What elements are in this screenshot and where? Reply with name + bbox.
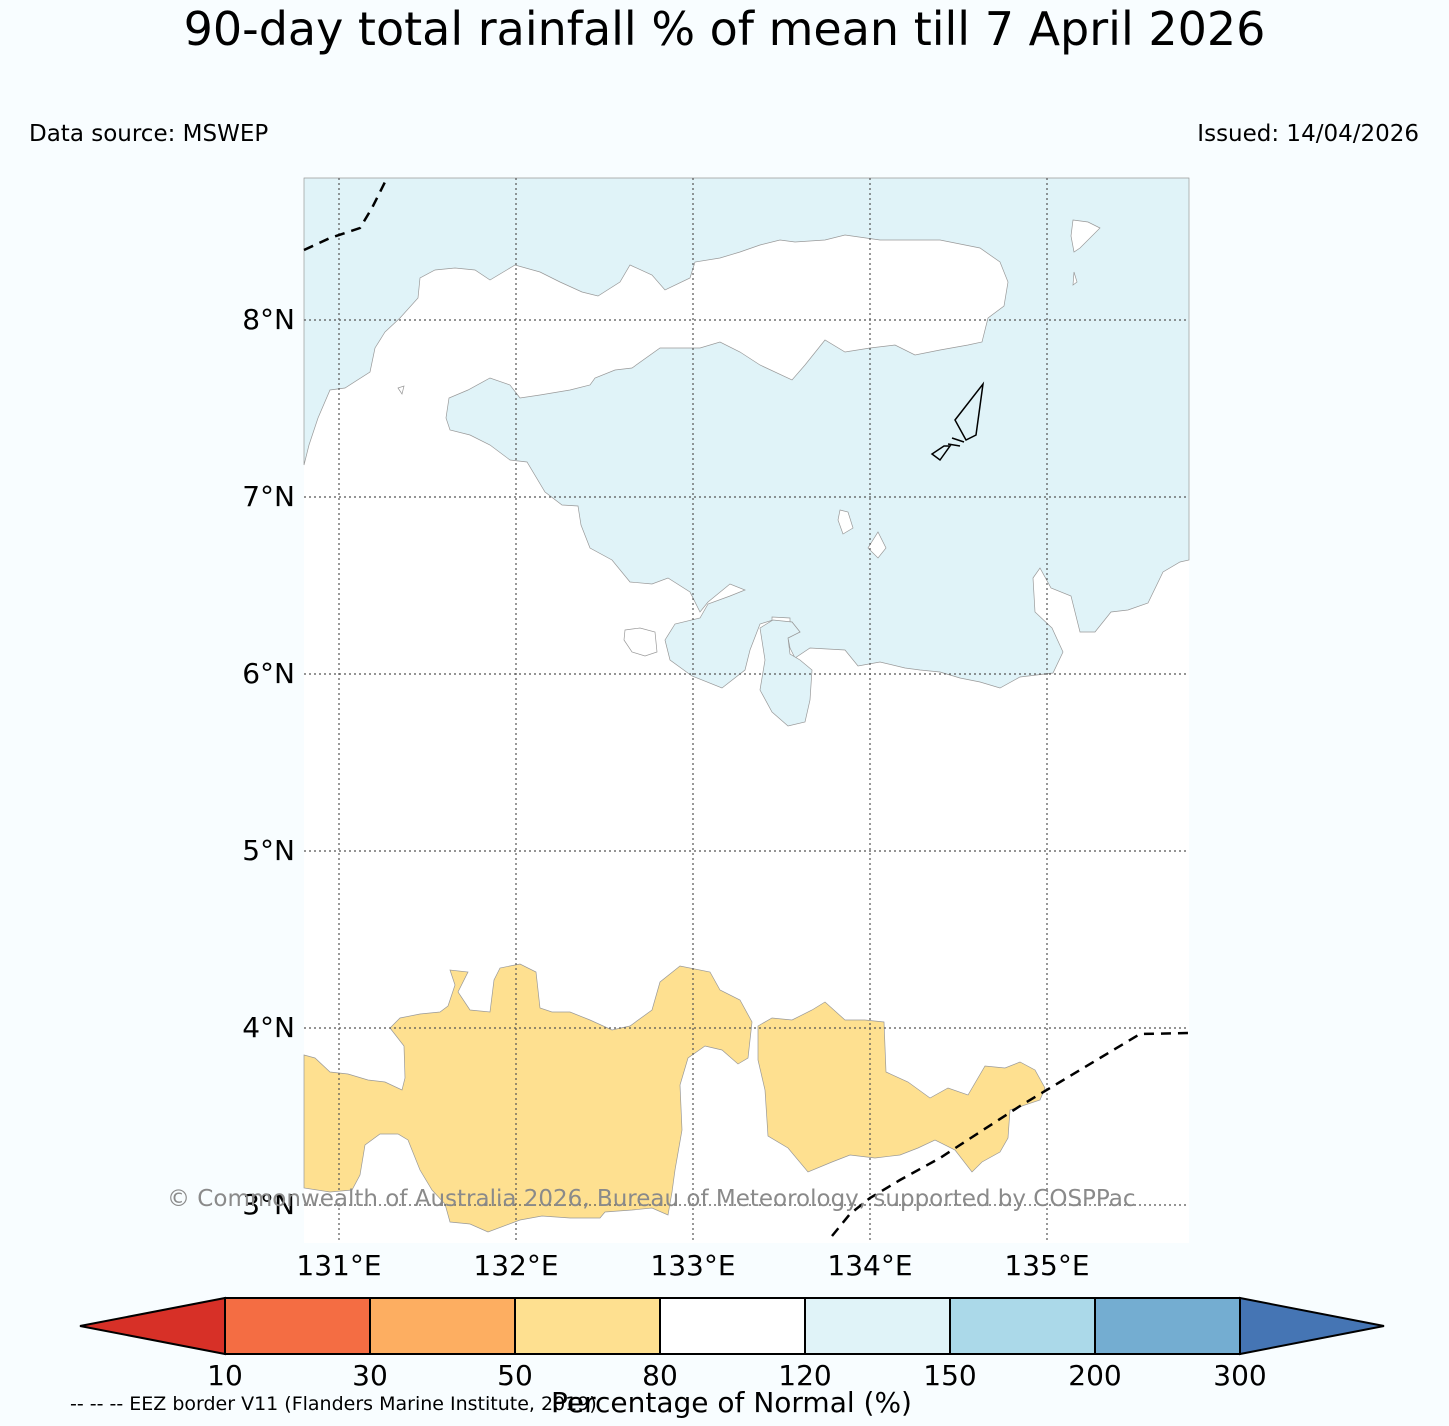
colorbar-ticks: 10 30 50 80 120 150 200 300 — [207, 1359, 1267, 1392]
colorbar-tick-80: 80 — [642, 1359, 678, 1392]
eez-border-note: -- -- -- EEZ border V11 (Flanders Marine… — [70, 1393, 597, 1415]
north-white-pocket-5 — [1070, 219, 1101, 253]
colorbar-segment-200-300 — [1094, 1297, 1241, 1355]
colorbar-segment-10-30 — [224, 1297, 371, 1355]
colorbar-tick-120: 120 — [778, 1359, 831, 1392]
copyright-notice: © Commonwealth of Australia 2026, Bureau… — [167, 1186, 1136, 1212]
colorbar — [79, 1296, 1385, 1356]
south-region-east — [757, 1001, 1046, 1173]
island-outline — [930, 381, 985, 462]
colorbar-title: Percentage of Normal (%) — [551, 1386, 912, 1419]
lat-label-3n: 3°N — [242, 1188, 295, 1221]
colorbar-segment-150-200 — [949, 1297, 1096, 1355]
colorbar-segment-80-120 — [659, 1297, 806, 1355]
lat-label-6n: 6°N — [242, 657, 295, 690]
north-white-pocket-1 — [623, 627, 658, 657]
issued-date-label: Issued: 14/04/2026 — [1197, 121, 1419, 147]
colorbar-segment-50-80 — [514, 1297, 661, 1355]
colorbar-tick-300: 300 — [1213, 1359, 1266, 1392]
colorbar-tick-150: 150 — [923, 1359, 976, 1392]
data-source-label: Data source: MSWEP — [29, 121, 269, 147]
south-region — [303, 963, 753, 1233]
lat-label-5n: 5°N — [242, 834, 295, 867]
north-white-pocket-6 — [1072, 271, 1078, 286]
colorbar-tick-50: 50 — [497, 1359, 533, 1392]
colorbar-segment-below-10 — [79, 1296, 226, 1356]
lon-label-133e: 133°E — [650, 1249, 735, 1282]
north-white-pocket-3 — [867, 531, 887, 559]
colorbar-tick-200: 200 — [1068, 1359, 1121, 1392]
lat-label-4n: 4°N — [242, 1011, 295, 1044]
lat-label-8n: 8°N — [242, 303, 295, 336]
map-title: 90-day total rainfall % of mean till 7 A… — [183, 2, 1266, 56]
colorbar-segment-above-300 — [1239, 1296, 1385, 1356]
colorbar-tick-30: 30 — [352, 1359, 388, 1392]
lat-label-7n: 7°N — [242, 480, 295, 513]
lon-label-134e: 134°E — [827, 1249, 912, 1282]
eez-border-north — [303, 181, 387, 252]
colorbar-segment-120-150 — [804, 1297, 951, 1355]
north-white-pocket-7 — [397, 385, 405, 395]
colorbar-segment-30-50 — [369, 1297, 516, 1355]
north-white-pocket-2 — [837, 509, 854, 535]
north-region-lobe — [759, 619, 813, 727]
lon-label-132e: 132°E — [473, 1249, 558, 1282]
colorbar-tick-10: 10 — [207, 1359, 243, 1392]
lon-label-131e: 131°E — [296, 1249, 381, 1282]
north-region — [303, 177, 1190, 689]
lon-label-135e: 135°E — [1004, 1249, 1089, 1282]
